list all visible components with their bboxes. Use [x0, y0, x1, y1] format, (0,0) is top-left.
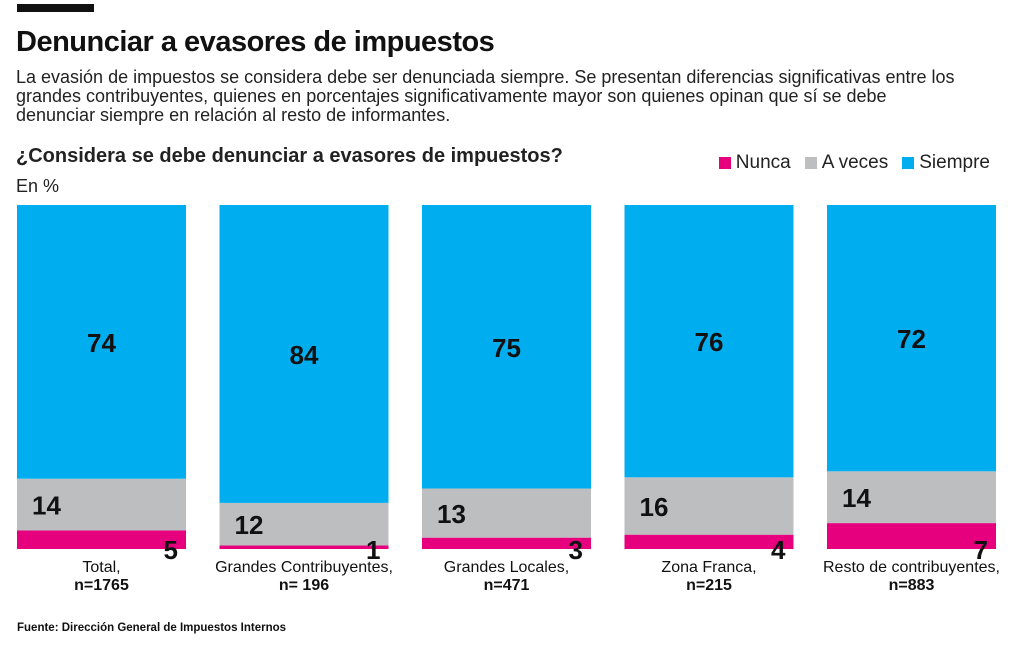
value-label-nunca: 7	[974, 535, 988, 565]
value-label-nunca: 5	[164, 535, 178, 565]
bar-segment-siempre	[827, 205, 996, 472]
value-label-siempre: 84	[290, 340, 319, 370]
value-label-siempre: 74	[87, 328, 116, 358]
bar-segment-nunca	[624, 534, 794, 549]
bar-segment-nunca	[219, 545, 389, 549]
category-sample-size: n=883	[889, 577, 935, 594]
decorative-bar	[17, 4, 94, 12]
category-sample-size: n=471	[484, 577, 530, 594]
category-label: Zona Franca,	[661, 559, 756, 576]
value-label-siempre: 76	[695, 327, 724, 357]
bar-segment-nunca	[17, 530, 186, 549]
legend-swatch	[804, 157, 817, 169]
value-label-a-veces: 14	[32, 491, 61, 521]
category-sample-size: n=215	[686, 577, 732, 594]
category-label: Grandes Locales,	[444, 559, 569, 576]
value-label-a-veces: 12	[235, 510, 264, 540]
bar-segment-siempre	[422, 205, 591, 489]
page-title: Denunciar a evasores de impuestos	[16, 26, 495, 58]
value-label-nunca: 1	[366, 535, 380, 565]
bar-segment-siempre	[624, 205, 794, 478]
bar-segment-a-veces	[17, 478, 186, 531]
bar-segment-a-veces	[422, 488, 591, 538]
legend: Nunca A veces Siempre	[718, 152, 990, 174]
bar-segment-siempre	[219, 205, 389, 503]
value-label-a-veces: 16	[640, 492, 669, 522]
source-note: Fuente: Dirección General de Impuestos I…	[17, 622, 287, 634]
value-label-siempre: 72	[897, 324, 926, 354]
value-label-a-veces: 13	[437, 499, 466, 529]
category-label: Total,	[82, 559, 120, 576]
y-unit-label: En %	[16, 176, 60, 196]
value-label-nunca: 4	[771, 535, 786, 565]
value-label-siempre: 75	[492, 333, 521, 363]
bar-segment-nunca	[827, 523, 996, 549]
legend-item-siempre: Siempre	[902, 152, 990, 174]
category-label: Grandes Contribuyentes,	[215, 559, 393, 576]
legend-swatch	[902, 157, 915, 169]
bar-segment-siempre	[17, 205, 186, 479]
category-label: Resto de contribuyentes,	[823, 559, 1000, 576]
bar-segment-a-veces	[219, 502, 389, 546]
bar-segment-a-veces	[624, 477, 794, 535]
legend-item-a-veces: A veces	[804, 152, 888, 174]
value-label-nunca: 3	[569, 535, 583, 565]
category-sample-size: n=1765	[74, 577, 129, 594]
legend-item-nunca: Nunca	[718, 152, 791, 174]
bar-segment-nunca	[422, 537, 591, 549]
value-label-a-veces: 14	[842, 483, 871, 513]
bar-segment-a-veces	[827, 471, 996, 524]
category-sample-size: n= 196	[279, 577, 329, 594]
subtitle: La evasión de impuestos se considera deb…	[16, 67, 955, 125]
chart-title: ¿Considera se debe denunciar a evasores …	[16, 145, 563, 167]
legend-swatch	[718, 157, 731, 169]
